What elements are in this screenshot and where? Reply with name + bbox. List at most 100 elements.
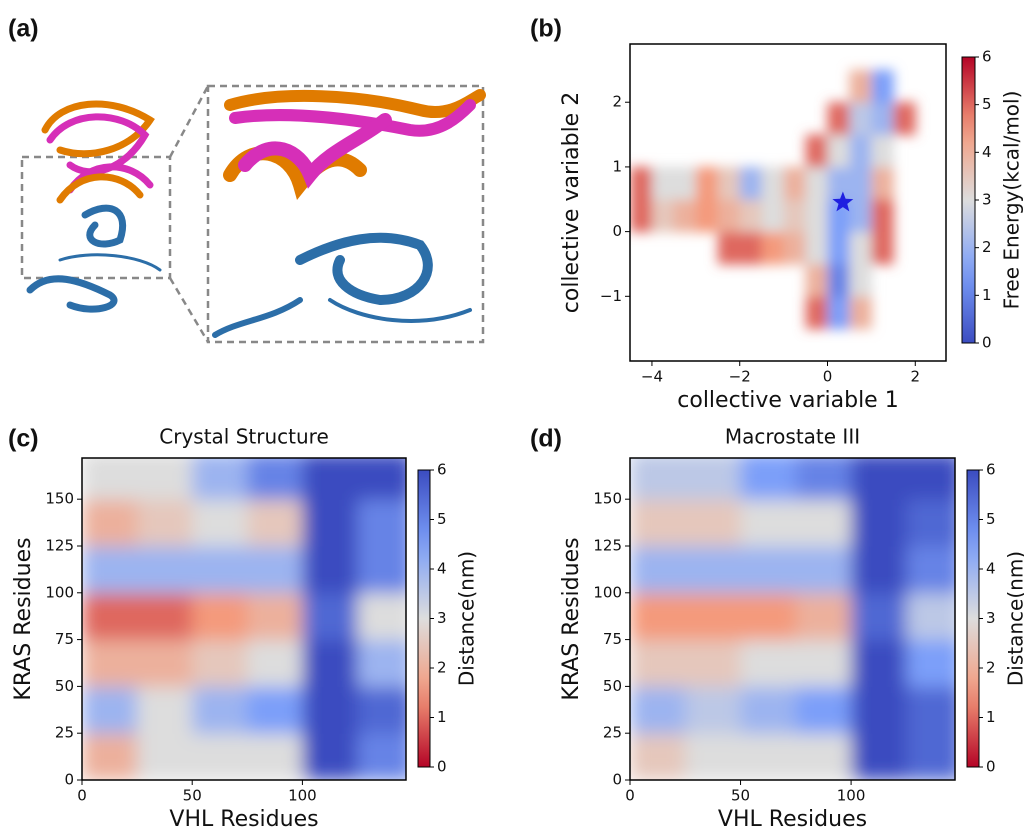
heat-cell: [247, 593, 303, 640]
colorbar-tick-label: 2: [437, 659, 447, 677]
heat-cell: [82, 546, 138, 593]
y-tick-label: 150: [593, 490, 622, 508]
heat-cell: [82, 733, 138, 780]
heat-cell: [685, 499, 741, 546]
colorbar-tick-label: 4: [986, 560, 996, 578]
colorbar: [418, 470, 430, 767]
heat-cell: [137, 452, 193, 499]
chart-title: Macrostate III: [725, 425, 860, 449]
colorbar-tick-label: 1: [982, 286, 992, 304]
heat-cell: [247, 640, 303, 687]
y-tick-label: 2: [612, 93, 622, 111]
heat-cell: [741, 686, 797, 733]
y-axis-label: KRAS Residues: [11, 537, 36, 700]
heat-cell: [740, 232, 762, 265]
heat-cell: [806, 135, 828, 168]
y-tick-label: −1: [600, 287, 622, 305]
x-tick-label: 0: [625, 787, 635, 805]
colorbar-tick-label: 0: [986, 758, 996, 776]
protein-structure: [22, 86, 483, 342]
colorbar: [967, 470, 979, 767]
colorbar-tick-label: 3: [986, 609, 996, 627]
colorbar: [962, 57, 975, 343]
heat-cell: [806, 264, 828, 297]
heat-cell: [302, 546, 358, 593]
colorbar-tick-label: 0: [982, 334, 992, 352]
heat-cell: [685, 593, 741, 640]
heat-cell: [741, 640, 797, 687]
colorbar-tick-label: 5: [437, 510, 447, 528]
heat-cell: [652, 199, 674, 232]
y-tick-label: 50: [55, 677, 74, 695]
heat-cell: [358, 546, 414, 593]
heat-cell: [302, 593, 358, 640]
panel-label: (c): [8, 425, 39, 453]
colorbar-tick-label: 2: [982, 238, 992, 256]
heat-cell: [82, 640, 138, 687]
heat-cell: [806, 232, 828, 265]
heat-cell: [192, 686, 248, 733]
heat-cell: [630, 640, 686, 687]
heat-cell: [630, 686, 686, 733]
heat-cell: [906, 640, 962, 687]
heat-cell: [192, 499, 248, 546]
heat-cell: [630, 199, 652, 232]
heat-cell: [828, 264, 850, 297]
colorbar-label: Distance(nm): [1004, 551, 1024, 686]
heat-cell: [82, 452, 138, 499]
heat-cell: [192, 546, 248, 593]
heat-cell: [806, 199, 828, 232]
heat-cell: [696, 167, 718, 200]
x-tick-label: 0: [77, 787, 87, 805]
heat-cell: [849, 264, 871, 297]
x-axis-label: collective variable 1: [677, 388, 898, 413]
heatmap: [630, 70, 916, 329]
colorbar-tick-label: 4: [982, 143, 992, 161]
heat-cell: [137, 733, 193, 780]
heat-cell: [302, 452, 358, 499]
panel-label: (d): [530, 425, 562, 453]
heat-cell: [674, 199, 696, 232]
heat-cell: [192, 593, 248, 640]
heat-cell: [851, 546, 907, 593]
heat-cell: [851, 640, 907, 687]
heat-cell: [82, 686, 138, 733]
y-tick-label: 0: [612, 771, 622, 789]
heat-cell: [358, 593, 414, 640]
heat-cell: [247, 452, 303, 499]
plot-area: [630, 452, 962, 780]
heat-cell: [796, 686, 852, 733]
heat-cell: [685, 733, 741, 780]
heat-cell: [849, 199, 871, 232]
heat-cell: [796, 452, 852, 499]
colorbar-tick-label: 1: [437, 708, 447, 726]
heat-cell: [851, 499, 907, 546]
heat-cell: [302, 733, 358, 780]
heat-cell: [851, 452, 907, 499]
heatmap: [82, 452, 413, 780]
plot-area: [630, 70, 916, 329]
panel-label: (a): [8, 15, 39, 43]
heat-cell: [358, 640, 414, 687]
heat-cell: [674, 167, 696, 200]
colorbar-tick-label: 6: [437, 461, 447, 479]
heat-cell: [849, 135, 871, 168]
heat-cell: [893, 102, 915, 135]
heat-cell: [828, 232, 850, 265]
y-tick-label: 125: [45, 536, 74, 554]
heat-cell: [137, 499, 193, 546]
heat-cell: [652, 167, 674, 200]
heat-cell: [871, 232, 893, 265]
colorbar-tick-label: 3: [437, 609, 447, 627]
heat-cell: [871, 199, 893, 232]
heat-cell: [630, 546, 686, 593]
heat-cell: [871, 70, 893, 103]
heat-cell: [247, 733, 303, 780]
heat-cell: [796, 546, 852, 593]
y-axis-label: collective variable 2: [559, 92, 584, 313]
heat-cell: [358, 499, 414, 546]
heat-cell: [796, 593, 852, 640]
heat-cell: [630, 593, 686, 640]
heatmap: [630, 452, 962, 780]
heat-cell: [718, 199, 740, 232]
